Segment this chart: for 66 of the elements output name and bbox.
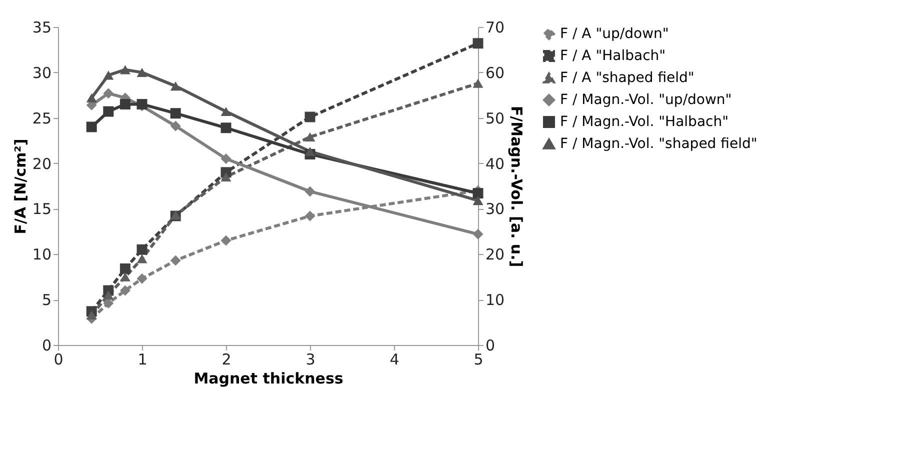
y2-tick-label: 40 <box>486 154 505 173</box>
point <box>136 273 148 284</box>
y-axis-title: F/A [N/cm²] <box>11 138 30 234</box>
point <box>103 88 114 99</box>
point <box>86 122 97 132</box>
y-tick-label: 15 <box>32 200 52 218</box>
legend-label: F / Magn.-Vol. "up/down" <box>560 92 732 108</box>
legend-label: F / Magn.-Vol. "shaped field" <box>560 136 758 152</box>
point <box>304 146 316 156</box>
point <box>220 235 232 246</box>
point <box>120 98 130 110</box>
legend-label: F / A "Halbach" <box>560 48 666 64</box>
point <box>472 228 484 240</box>
y2-tick-label: 0 <box>486 336 496 354</box>
point <box>86 310 97 320</box>
point <box>170 255 181 266</box>
point <box>103 106 114 117</box>
y2-tick-label: 60 <box>486 64 505 82</box>
y2-tick-label: 10 <box>486 291 505 310</box>
y-tick-label: 0 <box>42 336 52 354</box>
point <box>472 78 484 88</box>
point <box>472 196 484 206</box>
point <box>136 244 148 255</box>
y2-axis-title: F/Magn.-Vol. [a. u.] <box>508 106 526 268</box>
x-tick-label: 2 <box>222 350 232 368</box>
y-tick-label: 25 <box>32 109 52 128</box>
point <box>220 106 232 116</box>
point <box>220 122 232 134</box>
y-tick-label: 10 <box>32 246 52 264</box>
x-axis-title: Magnet thickness <box>194 370 344 388</box>
point <box>304 210 316 222</box>
point <box>120 65 130 74</box>
y2-tick-label: 30 <box>486 200 505 218</box>
point <box>170 82 181 91</box>
point <box>304 112 316 122</box>
x-tick-label: 5 <box>474 350 484 368</box>
point <box>136 68 148 77</box>
point <box>472 38 484 49</box>
point <box>170 120 181 132</box>
y2-tick-label: 70 <box>486 18 505 36</box>
point <box>472 188 484 199</box>
point <box>120 272 130 282</box>
legend-label: F / A "shaped field" <box>560 70 694 86</box>
point <box>120 285 130 296</box>
point <box>136 254 148 264</box>
x-tick-label: 0 <box>54 350 64 368</box>
point <box>86 93 97 102</box>
point <box>103 70 114 80</box>
y-tick-label: 30 <box>32 64 52 82</box>
y-tick-label: 20 <box>32 154 52 173</box>
x-tick-label: 4 <box>390 350 400 368</box>
y2-tick-label: 50 <box>486 109 505 128</box>
legend-label: F / A "up/down" <box>560 26 669 42</box>
point <box>220 154 232 164</box>
point <box>120 263 130 274</box>
point <box>304 132 316 142</box>
point <box>220 172 232 182</box>
y-tick-label: 5 <box>42 291 52 310</box>
y-tick-label: 35 <box>32 18 52 36</box>
point <box>170 108 181 119</box>
legend-label: F / Magn.-Vol. "Halbach" <box>560 114 729 130</box>
point <box>304 186 316 197</box>
point <box>103 290 114 300</box>
x-tick-label: 1 <box>138 350 148 368</box>
y2-tick-label: 20 <box>486 246 505 264</box>
x-tick-label: 3 <box>306 350 316 368</box>
